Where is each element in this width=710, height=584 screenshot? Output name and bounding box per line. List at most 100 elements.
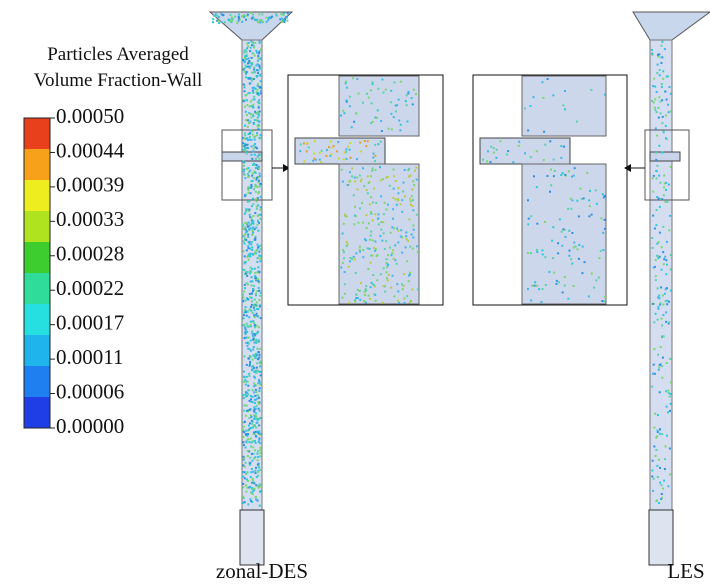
particle (668, 392, 670, 394)
particle (348, 266, 350, 268)
particle (251, 276, 253, 278)
particle (670, 166, 672, 168)
particle (389, 185, 391, 187)
particle (248, 222, 250, 224)
particle (660, 302, 662, 304)
particle (251, 332, 253, 334)
particle (412, 224, 414, 226)
particle (259, 295, 261, 297)
particle (256, 367, 258, 369)
particle (246, 395, 248, 397)
panel-label: LES (667, 559, 704, 583)
particle (383, 267, 385, 269)
particle (655, 279, 657, 281)
particle (670, 381, 672, 383)
particle (254, 272, 256, 274)
particle (396, 228, 398, 230)
particle (244, 85, 246, 87)
particle (337, 141, 339, 143)
particle (380, 273, 382, 275)
particle (382, 92, 384, 94)
particle (507, 150, 509, 152)
particle (251, 330, 253, 332)
particle (661, 152, 663, 154)
colorbar-tick-label: 0.00011 (56, 345, 123, 369)
particle (253, 482, 255, 484)
particle (254, 456, 256, 458)
particle (251, 253, 253, 255)
particle (259, 245, 261, 247)
particle (245, 441, 247, 443)
inset-zonal-des (288, 75, 443, 305)
particle (550, 169, 552, 171)
particle (320, 161, 322, 163)
particle (248, 241, 250, 243)
particle (257, 55, 259, 57)
particle (398, 99, 400, 101)
particle (603, 300, 605, 302)
particle (259, 387, 261, 389)
particle (257, 351, 259, 353)
colorbar (24, 118, 50, 429)
particle (666, 76, 668, 78)
particle (657, 306, 659, 308)
particle (660, 56, 662, 58)
particle (250, 350, 252, 352)
particle (495, 157, 497, 159)
particle (376, 254, 378, 256)
particle (257, 394, 259, 396)
particle (397, 241, 399, 243)
colorbar-segment (24, 335, 50, 367)
particle (388, 128, 390, 130)
particle (490, 146, 492, 148)
particle (664, 293, 666, 295)
particle (368, 181, 370, 183)
particle (662, 116, 664, 118)
particle (666, 201, 668, 203)
particle (527, 223, 529, 225)
particle (255, 355, 257, 357)
particle (651, 237, 653, 239)
particle (247, 298, 249, 300)
particle (659, 182, 661, 184)
particle (218, 16, 220, 18)
particle (543, 159, 545, 161)
particle (242, 394, 244, 396)
particle (370, 286, 372, 288)
particle (253, 123, 255, 125)
particle (258, 403, 260, 405)
particle (254, 399, 256, 401)
particle (253, 433, 255, 435)
particle (542, 253, 544, 255)
particle (249, 105, 251, 107)
particle (661, 246, 663, 248)
particle (257, 331, 259, 333)
particle (390, 113, 392, 115)
particle (578, 215, 580, 217)
particle (658, 502, 660, 504)
particle (370, 89, 372, 91)
particle (244, 269, 246, 271)
particle (248, 78, 250, 80)
particle (564, 90, 566, 92)
particle (256, 301, 258, 303)
particle (251, 420, 253, 422)
particle (257, 101, 259, 103)
particle (367, 192, 369, 194)
particle (393, 188, 395, 190)
particle (524, 152, 526, 154)
colorbar-tick-label: 0.00033 (56, 207, 124, 231)
particle (385, 208, 387, 210)
particle (247, 201, 249, 203)
particle (656, 499, 658, 501)
particle (657, 64, 659, 66)
particle (564, 285, 566, 287)
particle (533, 175, 535, 177)
particle (553, 175, 555, 177)
particle (370, 255, 372, 257)
particle (591, 214, 593, 216)
particle (257, 72, 259, 74)
particle (342, 232, 344, 234)
particle (663, 335, 665, 337)
particle (407, 91, 409, 93)
